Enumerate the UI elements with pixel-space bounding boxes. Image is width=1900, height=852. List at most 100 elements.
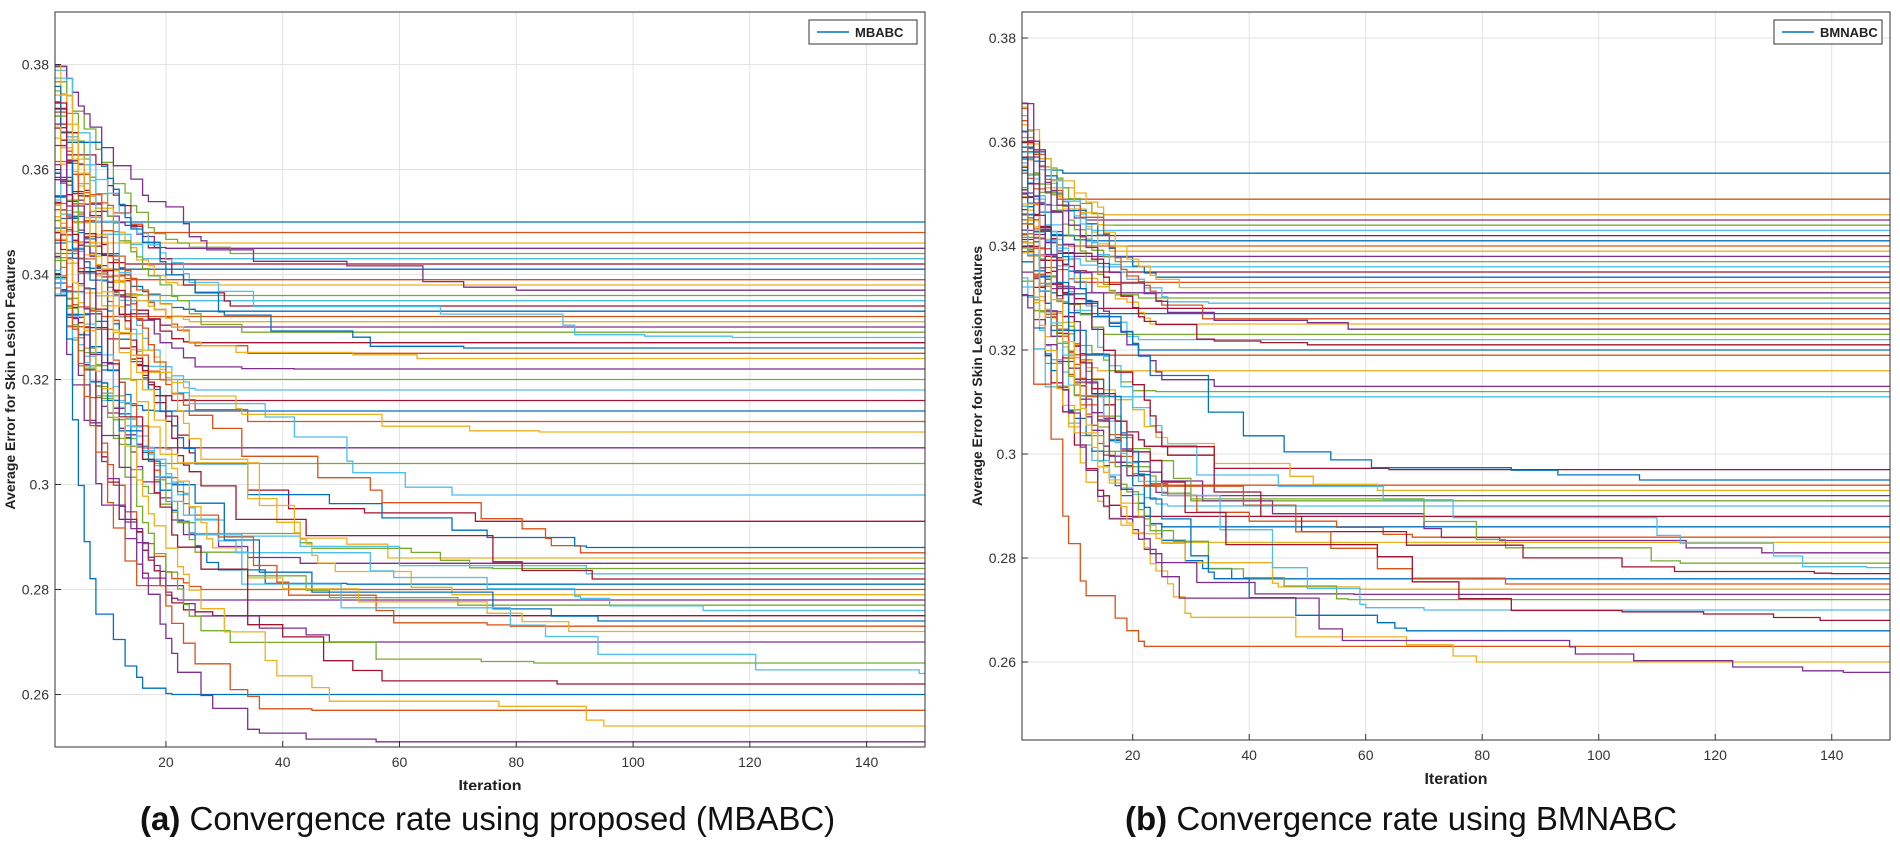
chart-a-xtick-label: 40	[275, 754, 291, 770]
chart-a-series-line	[55, 202, 925, 711]
chart-b-series-line	[1022, 140, 1890, 263]
chart-a-xtick-label: 100	[621, 754, 645, 770]
chart-b-series-line	[1022, 245, 1890, 575]
chart-a-ytick-label: 0.28	[22, 582, 49, 598]
chart-a-series-line	[55, 102, 925, 685]
chart-b-series-line	[1022, 251, 1890, 351]
chart-a-series-line	[55, 94, 925, 633]
chart-a-series-line	[55, 179, 925, 601]
chart-b-series-line	[1022, 169, 1890, 632]
chart-b-axes-frame	[1021, 11, 1891, 741]
chart-b-xtick-label: 40	[1241, 747, 1257, 763]
chart-a-series-group	[55, 64, 925, 743]
chart-b-series-line	[1022, 156, 1890, 622]
chart-b-xtick-label: 20	[1125, 747, 1141, 763]
chart-a-series-line	[55, 196, 925, 549]
chart-a-series-line	[55, 108, 925, 349]
chart-a-xtick-label: 140	[855, 754, 879, 770]
chart-a-series-line	[55, 238, 925, 433]
chart-b-xtick-label: 80	[1474, 747, 1490, 763]
caption-a: (a) Convergence rate using proposed (MBA…	[140, 800, 835, 838]
chart-a-ytick-label: 0.3	[30, 477, 50, 493]
chart-b-ytick-label: 0.32	[989, 342, 1016, 358]
chart-b-series-line	[1022, 131, 1890, 330]
chart-b-series-group	[1022, 102, 1891, 674]
chart-b-xtick-label: 60	[1358, 747, 1374, 763]
chart-a-series-line	[55, 282, 925, 412]
chart-a-xtick-label: 60	[392, 754, 408, 770]
chart-b-series-line	[1022, 223, 1890, 648]
chart-a-ytick-label: 0.26	[22, 687, 49, 703]
chart-b-svg: 20 40 60 80 100 120 140 0.26 0.28 0.3 0.32 0.34 0.36…	[969, 11, 1891, 788]
chart-b-series-line	[1022, 192, 1890, 497]
chart-a-series-line	[55, 195, 925, 223]
chart-a-series-line	[55, 107, 925, 580]
chart-b-xtick-label: 100	[1587, 747, 1611, 763]
chart-b-xtick-label: 120	[1704, 747, 1728, 763]
chart-a-xlabel: Iteration	[458, 778, 521, 790]
chart-b-xlabel: Iteration	[1424, 771, 1487, 788]
chart-b-series-line	[1022, 146, 1890, 174]
chart-b-series-line	[1022, 169, 1890, 216]
chart-a-xtick-label: 20	[158, 754, 174, 770]
chart-a-series-line	[55, 239, 925, 591]
chart-a-xtick-label: 80	[508, 754, 524, 770]
chart-a-series-line	[55, 66, 925, 255]
chart-panel-a: 20 40 60 80 100 120 140 0.26 0.28 0.3 0.32 0.34 0.36…	[2, 11, 926, 795]
chart-b-ytick-label: 0.28	[989, 550, 1016, 566]
chart-b-ytick-label: 0.34	[989, 238, 1016, 254]
chart-panel-b: 20 40 60 80 100 120 140 0.26 0.28 0.3 0.32 0.34 0.36…	[950, 0, 1900, 852]
chart-a-series-line	[55, 230, 925, 244]
chart-b-series-line	[1022, 156, 1890, 596]
chart-b-ylabel: Average Error for Skin Lesion Features	[969, 246, 985, 506]
chart-a-series-line	[55, 64, 925, 559]
chart-a-series-line	[55, 144, 925, 743]
caption-b-prefix: (b)	[1125, 800, 1168, 837]
chart-a-series-line	[55, 111, 925, 423]
chart-a-ytick-label: 0.38	[22, 57, 49, 73]
chart-a-series-line	[55, 204, 925, 312]
chart-b-ytick-label: 0.3	[997, 446, 1017, 462]
chart-b-series-line	[1022, 166, 1890, 481]
chart-b-series-line	[1022, 102, 1890, 674]
chart-a-series-line	[55, 111, 925, 554]
chart-a-legend: MBABC	[808, 19, 918, 45]
chart-b-xtick-label: 140	[1820, 747, 1844, 763]
chart-a-legend-label: MBABC	[855, 25, 904, 40]
chart-b-series-line	[1022, 242, 1890, 590]
chart-b-legend-label: BMNABC	[1820, 25, 1878, 40]
chart-a-ytick-label: 0.32	[22, 372, 49, 388]
chart-a-series-line	[55, 295, 925, 643]
chart-a-series-line	[55, 242, 925, 270]
chart-a-series-line	[55, 273, 925, 402]
chart-b-series-line	[1022, 241, 1890, 310]
chart-b-series-line	[1022, 205, 1890, 268]
caption-b: (b) Convergence rate using BMNABC	[1125, 800, 1677, 838]
chart-a-xtick-label: 120	[738, 754, 762, 770]
chart-b-ytick-label: 0.36	[989, 134, 1016, 150]
chart-b-series-line	[1022, 203, 1890, 663]
chart-a-series-line	[55, 204, 925, 727]
chart-b-series-line	[1022, 213, 1890, 247]
chart-a-series-line	[55, 65, 925, 291]
chart-b-series-line	[1022, 158, 1891, 569]
chart-b-ytick-label: 0.26	[989, 654, 1016, 670]
chart-b-series-line	[1022, 186, 1890, 601]
chart-a-ytick-label: 0.34	[22, 267, 49, 283]
chart-b-series-line	[1022, 120, 1890, 320]
chart-a-svg: 20 40 60 80 100 120 140 0.26 0.28 0.3 0.32 0.34 0.36…	[2, 11, 926, 795]
chart-b-ytick-label: 0.38	[989, 30, 1016, 46]
chart-a-series-line	[55, 127, 925, 234]
caption-a-prefix: (a)	[140, 800, 181, 837]
chart-a-series-line	[55, 227, 925, 696]
chart-a-ytick-label: 0.36	[22, 162, 49, 178]
chart-b-series-line	[1022, 196, 1890, 346]
chart-b-series-line	[1022, 106, 1890, 289]
chart-b-series-line	[1022, 102, 1890, 388]
chart-a-series-line	[55, 219, 925, 360]
chart-b-legend: BMNABC	[1773, 19, 1883, 45]
chart-a-ylabel: Average Error for Skin Lesion Features	[2, 249, 18, 509]
caption-b-text: Convergence rate using BMNABC	[1176, 800, 1678, 837]
chart-a-series-line	[55, 257, 925, 570]
caption-a-text: Convergence rate using proposed (MBABC)	[189, 800, 836, 837]
